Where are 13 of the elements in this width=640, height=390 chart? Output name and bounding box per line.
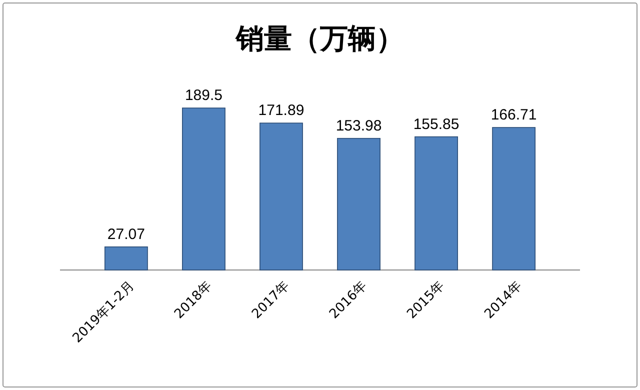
- data-label: 155.85: [413, 116, 460, 133]
- bar: [337, 138, 380, 270]
- bar: [182, 108, 226, 270]
- data-label: 166.71: [490, 106, 537, 124]
- data-label: 189.5: [184, 87, 222, 104]
- bar: [414, 136, 458, 270]
- bar: [260, 122, 303, 270]
- data-label: 27.07: [107, 226, 145, 243]
- bar: [492, 127, 536, 270]
- bar: [104, 246, 148, 270]
- data-label: 153.98: [336, 117, 382, 134]
- data-label: 171.89: [258, 102, 304, 120]
- chart-title: 销量（万辆）: [235, 22, 404, 55]
